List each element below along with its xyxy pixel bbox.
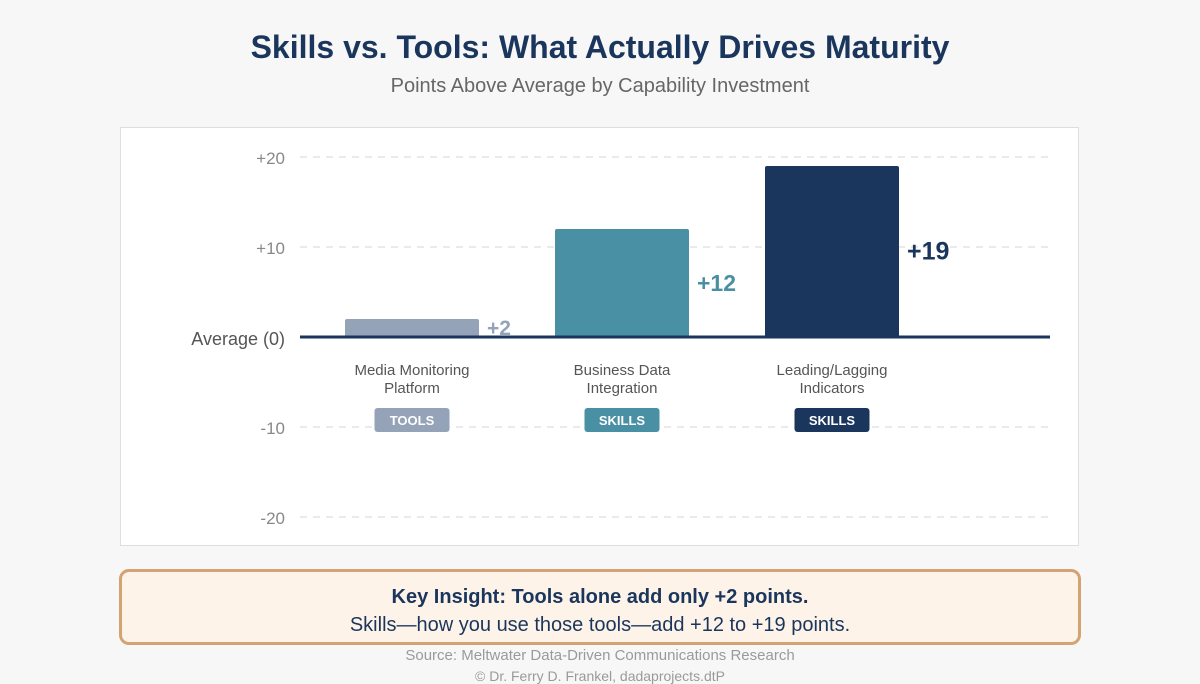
category-label: Leading/Lagging xyxy=(777,362,888,379)
category-label: Business Data xyxy=(574,362,671,379)
category-badge: SKILLS xyxy=(809,413,856,428)
category-badges: TOOLS SKILLS SKILLS xyxy=(374,408,870,432)
category-label: Integration xyxy=(587,380,658,397)
y-tick-label: +10 xyxy=(256,239,285,258)
chart-title: Skills vs. Tools: What Actually Drives M… xyxy=(250,29,950,65)
bar xyxy=(765,166,899,337)
bar-value-label: +12 xyxy=(697,270,736,296)
copyright-note: © Dr. Ferry D. Frankel, dadaprojects.dtP xyxy=(475,668,725,684)
y-axis-ticks: +20 +10 -10 -20 xyxy=(256,149,285,528)
category-label: Platform xyxy=(384,380,440,397)
y-tick-label: -10 xyxy=(260,419,285,438)
badge-background xyxy=(584,408,660,432)
bar xyxy=(345,319,479,337)
y-tick-label: -20 xyxy=(260,509,285,528)
chart-subtitle: Points Above Average by Capability Inves… xyxy=(390,75,810,97)
category-label: Media Monitoring xyxy=(354,362,469,379)
bar-value-label: +2 xyxy=(487,317,511,340)
bar xyxy=(555,229,689,337)
insight-title: Key Insight: Tools alone add only +2 poi… xyxy=(391,586,809,608)
category-badge: TOOLS xyxy=(390,413,435,428)
key-insight-box: Key Insight: Tools alone add only +2 poi… xyxy=(119,569,1081,645)
y-tick-label: +20 xyxy=(256,149,285,168)
badge-background xyxy=(794,408,870,432)
grid-lines xyxy=(300,156,1050,518)
bar-value-label: +19 xyxy=(907,238,949,266)
bars: +2 +12 +19 xyxy=(345,166,949,340)
category-label: Indicators xyxy=(799,380,864,397)
source-note: Source: Meltwater Data-Driven Communicat… xyxy=(405,647,795,664)
badge-background xyxy=(374,408,450,432)
insight-text: Skills—how you use those tools—add +12 t… xyxy=(349,614,851,636)
category-badge: SKILLS xyxy=(599,413,646,428)
baseline-label: Average (0) xyxy=(191,329,285,349)
